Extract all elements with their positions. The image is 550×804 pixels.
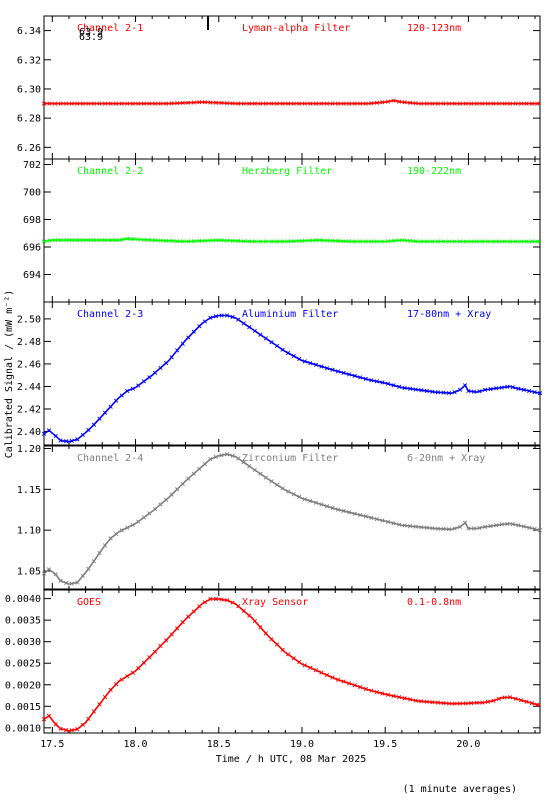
x-tick-label: 19.0 bbox=[290, 739, 314, 750]
panel-channel-label: Channel 2-4 bbox=[77, 453, 143, 464]
x-axis-title: Time / h UTC, 08 Mar 2025 bbox=[216, 754, 367, 765]
panel-inset-text: 63.9 bbox=[79, 32, 103, 43]
panel-3: 2.40 2.42 2.44 2.46 2.48 2.50 Channel 2-3 Alumi… bbox=[17, 301, 543, 446]
y-tick-label: 1.10 bbox=[17, 526, 41, 537]
panel-5: 0.0010 0.0015 0.0020 0.0025 0.0030 0.0035 0.00… bbox=[5, 589, 541, 734]
series-markers bbox=[41, 313, 543, 444]
series-line bbox=[43, 598, 541, 732]
panel-filter-label: Lyman-alpha Filter bbox=[242, 23, 350, 34]
y-tick-label: 696 bbox=[23, 243, 41, 254]
panel-channel-label: Channel 2-3 bbox=[77, 309, 143, 320]
series-markers bbox=[41, 98, 540, 106]
x-tick-label: 18.0 bbox=[123, 739, 147, 750]
y-tick-label: 6.28 bbox=[17, 114, 41, 125]
series-markers bbox=[41, 236, 540, 244]
y-tick-label: 6.34 bbox=[17, 26, 41, 37]
x-tick-label: 17.5 bbox=[40, 739, 64, 750]
x-tick-label: 18.5 bbox=[207, 739, 231, 750]
panel-channel-label: GOES bbox=[77, 597, 101, 608]
panel-band-label: 190-222nm bbox=[407, 166, 461, 177]
y-tick-label: 0.0020 bbox=[5, 680, 41, 691]
panel-band-label: 6-20nm + Xray bbox=[407, 453, 485, 464]
panel-4: 1.05 1.10 1.15 1.20 Channel 2-4 Zirconium Fil… bbox=[17, 444, 543, 590]
panel-filter-label: Zirconium Filter bbox=[242, 453, 338, 464]
footnote: (1 minute averages) bbox=[403, 784, 517, 795]
y-tick-label: 0.0035 bbox=[5, 616, 41, 627]
panel-filter-label: Xray Sensor bbox=[242, 597, 308, 608]
series-markers bbox=[41, 596, 540, 733]
panel-frame bbox=[43, 15, 541, 160]
y-tick-label: 0.0025 bbox=[5, 659, 41, 670]
panel-frame bbox=[43, 301, 541, 446]
y-tick-label: 2.48 bbox=[17, 337, 41, 348]
y-tick-label: 0.0015 bbox=[5, 702, 41, 713]
panel-band-label: 120-123nm bbox=[407, 23, 461, 34]
panel-frame bbox=[43, 445, 541, 590]
panel-band-label: 0.1-0.8nm bbox=[407, 597, 461, 608]
panel-frame bbox=[43, 158, 541, 303]
panel-channel-label: Channel 2-1 bbox=[77, 23, 143, 34]
panels-layer: 6.26 6.28 6.30 6.32 6.34 Channel 2-1 Lyman-alp… bbox=[5, 15, 543, 750]
y-tick-label: 698 bbox=[23, 215, 41, 226]
y-tick-label: 702 bbox=[23, 160, 41, 171]
panel-2: 694 696 698 700 702 Channel 2-2 Herzberg Filte… bbox=[23, 158, 541, 303]
y-tick-label: 0.0040 bbox=[5, 594, 41, 605]
y-tick-label: 2.44 bbox=[17, 382, 41, 393]
y-tick-label: 700 bbox=[23, 188, 41, 199]
y-tick-label: 1.15 bbox=[17, 485, 41, 496]
y-tick-label: 2.46 bbox=[17, 359, 41, 370]
series-line bbox=[43, 314, 541, 443]
y-tick-label: 1.05 bbox=[17, 567, 41, 578]
panel-channel-label: Channel 2-2 bbox=[77, 166, 143, 177]
y-tick-label: 1.20 bbox=[17, 444, 41, 455]
panel-frame bbox=[43, 589, 541, 734]
panel-inset-text: 63.9 bbox=[79, 27, 103, 38]
y-tick-label: 2.50 bbox=[17, 314, 41, 325]
series-markers bbox=[41, 452, 543, 586]
y-tick-label: 6.32 bbox=[17, 55, 41, 66]
panel-filter-label: Herzberg Filter bbox=[242, 166, 332, 177]
y-tick-label: 6.30 bbox=[17, 84, 41, 95]
y-tick-label: 2.42 bbox=[17, 404, 41, 415]
panel-1: 6.26 6.28 6.30 6.32 6.34 Channel 2-1 Lyman-alp… bbox=[17, 15, 541, 160]
y-tick-label: 2.40 bbox=[17, 427, 41, 438]
y-tick-label: 694 bbox=[23, 270, 41, 281]
panel-band-label: 17-80nm + Xray bbox=[407, 309, 491, 320]
y-tick-label: 0.0030 bbox=[5, 637, 41, 648]
y-axis-title: Calibrated Signal / (mW m⁻²) bbox=[4, 290, 15, 459]
y-tick-label: 6.26 bbox=[17, 143, 41, 154]
x-tick-label: 19.5 bbox=[373, 739, 397, 750]
x-tick-label: 20.0 bbox=[456, 739, 480, 750]
panel-filter-label: Aluminium Filter bbox=[242, 309, 338, 320]
y-tick-label: 0.0010 bbox=[5, 723, 41, 734]
series-line bbox=[43, 453, 541, 585]
